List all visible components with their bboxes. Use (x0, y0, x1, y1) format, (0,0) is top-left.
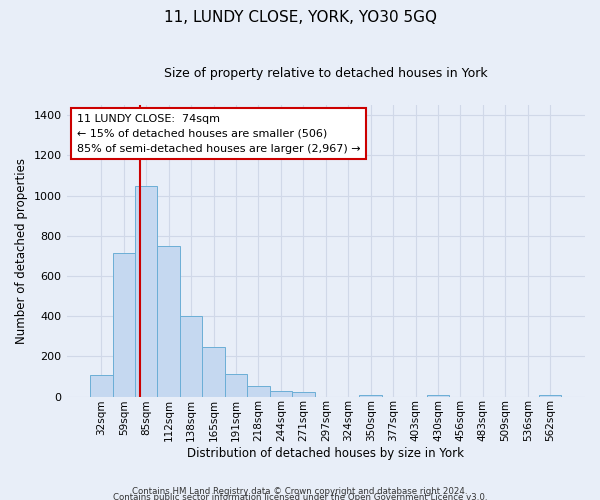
Bar (202, 348, 225, 397)
Y-axis label: Number of detached properties: Number of detached properties (15, 158, 28, 344)
Bar (180, 316, 202, 396)
Bar (135, 186, 157, 396)
Text: 11 LUNDY CLOSE:  74sqm
← 15% of detached houses are smaller (506)
85% of semi-de: 11 LUNDY CLOSE: 74sqm ← 15% of detached … (77, 114, 361, 154)
Title: Size of property relative to detached houses in York: Size of property relative to detached ho… (164, 68, 488, 80)
Text: Contains public sector information licensed under the Open Government Licence v3: Contains public sector information licen… (113, 492, 487, 500)
Bar (269, 391, 292, 396)
Bar (539, 394, 562, 396)
Bar (359, 394, 382, 396)
Bar (225, 374, 247, 396)
Bar (157, 246, 180, 396)
Bar (247, 386, 269, 396)
Bar (292, 392, 314, 396)
Text: Contains HM Land Registry data © Crown copyright and database right 2024.: Contains HM Land Registry data © Crown c… (132, 487, 468, 496)
Bar (427, 394, 449, 396)
X-axis label: Distribution of detached houses by size in York: Distribution of detached houses by size … (187, 447, 464, 460)
Bar (113, 252, 135, 396)
Bar (90, 375, 113, 396)
Text: 11, LUNDY CLOSE, YORK, YO30 5GQ: 11, LUNDY CLOSE, YORK, YO30 5GQ (163, 10, 437, 25)
